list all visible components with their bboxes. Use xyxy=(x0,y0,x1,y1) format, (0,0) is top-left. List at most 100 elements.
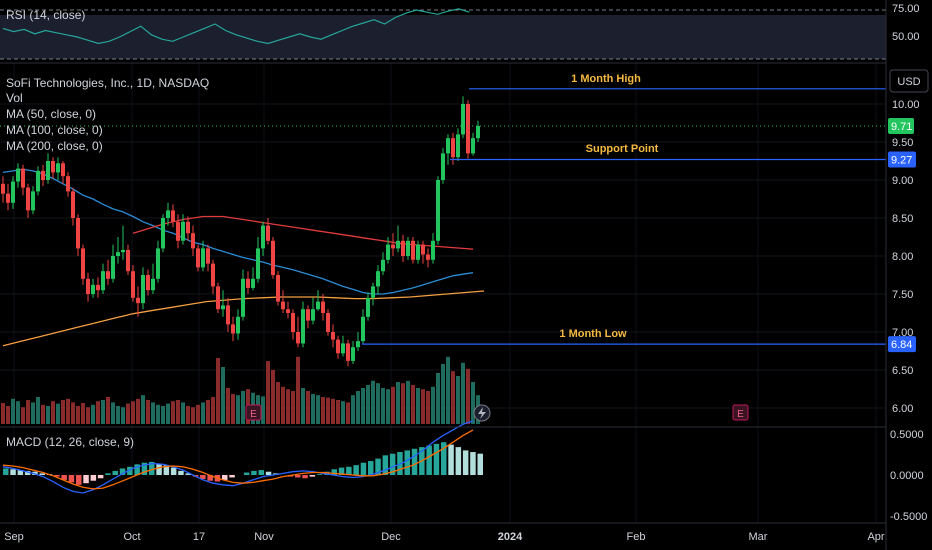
vol-label: Vol xyxy=(6,91,23,105)
macd-histogram-bar xyxy=(353,465,359,475)
earnings-marker[interactable]: E xyxy=(732,404,749,421)
level-tag xyxy=(888,151,916,168)
volume-bar xyxy=(81,403,85,424)
ma50-line xyxy=(2,168,474,295)
volume-bar xyxy=(441,364,445,424)
currency-button[interactable] xyxy=(889,69,929,93)
candle-body xyxy=(361,316,365,342)
volume-bar xyxy=(31,402,35,424)
earnings-marker[interactable]: E xyxy=(245,404,262,421)
candle-body xyxy=(316,301,320,310)
price-tick: 8.50 xyxy=(892,213,913,225)
price-tick: 7.50 xyxy=(892,289,913,301)
macd-histogram-bar xyxy=(207,475,213,481)
volume-bar xyxy=(426,391,430,424)
volume-bar xyxy=(346,402,350,424)
candle-body xyxy=(146,275,150,291)
volume-bar xyxy=(226,388,230,424)
volume-bar xyxy=(271,370,275,424)
volume-bar xyxy=(106,397,110,424)
candle-body xyxy=(441,153,445,180)
candle-body xyxy=(451,138,455,158)
macd-histogram-bar xyxy=(54,475,60,477)
macd-histogram-bar xyxy=(375,458,381,475)
macd-histogram-bar xyxy=(229,475,235,478)
macd-histogram-bar xyxy=(470,452,476,475)
candle-body xyxy=(96,284,100,291)
volume-bar xyxy=(236,395,240,424)
macd-histogram-bar xyxy=(426,445,432,475)
macd-histogram-bar xyxy=(105,473,111,475)
candle-body xyxy=(336,339,340,354)
volume-bar xyxy=(381,388,385,424)
macd-histogram-bar xyxy=(251,470,257,475)
macd-label: MACD (12, 26, close, 9) xyxy=(6,435,134,449)
macd-histogram-bar xyxy=(455,447,462,475)
volume-bar xyxy=(16,401,20,424)
candle-body xyxy=(416,244,420,260)
macd-histogram-bar xyxy=(178,470,184,475)
volume-bar xyxy=(136,398,140,424)
macd-line xyxy=(2,420,474,494)
macd-histogram-bar xyxy=(346,466,352,475)
candle-body xyxy=(91,284,95,294)
macd-histogram-bar xyxy=(97,475,104,479)
volume-bar xyxy=(451,371,455,424)
volume-bar xyxy=(76,406,80,424)
candle-body xyxy=(121,249,125,253)
volume-bar xyxy=(291,391,295,424)
volume-bar xyxy=(126,403,130,424)
candle-body xyxy=(276,275,280,302)
candle-body xyxy=(411,240,415,260)
candle-body xyxy=(71,191,75,218)
rsi-band xyxy=(0,15,886,59)
volume-bar xyxy=(396,382,400,424)
volume-bar xyxy=(466,368,470,424)
volume-bar xyxy=(191,407,195,424)
volume-bar xyxy=(356,391,360,424)
macd-histogram-bar xyxy=(141,462,148,475)
time-tick: Oct xyxy=(123,531,140,543)
volume-bar xyxy=(86,407,90,424)
ma200-label: MA (200, close, 0) xyxy=(6,139,103,153)
candles xyxy=(1,96,480,367)
candle-body xyxy=(86,278,90,294)
macd-histogram-bar xyxy=(3,468,9,475)
candle-body xyxy=(111,256,115,279)
macd-histogram-bar xyxy=(368,461,374,475)
annotation-label: 1 Month Low xyxy=(559,328,627,340)
candle-body xyxy=(201,248,205,268)
volume-bar xyxy=(1,403,5,424)
volume-bar xyxy=(171,401,175,424)
price-tick: 8.00 xyxy=(892,251,913,263)
macd-histogram-bar xyxy=(83,475,89,484)
volume-bar xyxy=(411,385,415,424)
candle-body xyxy=(166,210,170,218)
candle-body xyxy=(156,248,160,279)
macd-histogram-bar xyxy=(404,450,410,475)
macd-level-zero: 0.0000 xyxy=(890,470,924,482)
candle-body xyxy=(41,170,45,180)
macd-histogram-bar xyxy=(331,469,337,475)
volume-bar xyxy=(316,395,320,424)
volume-bar xyxy=(206,400,210,424)
candle-body xyxy=(66,176,70,192)
volume-bar xyxy=(286,389,290,424)
macd-histogram-bar xyxy=(265,471,272,475)
ma50-label: MA (50, close, 0) xyxy=(6,107,96,121)
candle-body xyxy=(171,210,175,222)
volume-bar xyxy=(51,401,55,424)
volume-bar xyxy=(161,406,165,424)
volume-bar xyxy=(296,356,300,424)
candle-body xyxy=(231,324,235,334)
candle-body xyxy=(381,259,385,272)
svg-text:E: E xyxy=(737,409,744,420)
dividend-lightning-icon[interactable] xyxy=(473,404,491,422)
candle-body xyxy=(216,286,220,310)
candle-body xyxy=(126,249,130,272)
volume-bar xyxy=(281,386,285,424)
candle-body xyxy=(391,244,395,249)
volume-bar xyxy=(211,397,215,424)
macd-histogram-bar xyxy=(411,448,418,475)
